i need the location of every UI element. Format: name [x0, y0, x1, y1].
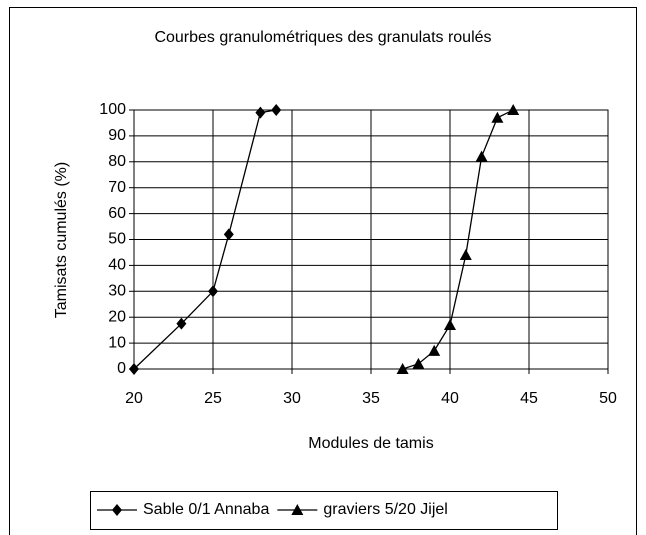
legend-marker: [112, 504, 122, 516]
y-tick-label: 90: [108, 127, 126, 144]
x-axis-label: Modules de tamis: [308, 435, 433, 452]
data-point: [271, 104, 282, 116]
x-tick-label: 20: [125, 390, 143, 407]
legend-label: Sable 0/1 Annaba: [143, 501, 269, 518]
y-tick-label: 10: [108, 334, 126, 351]
x-tick-label: 25: [204, 390, 222, 407]
series-line: [402, 109, 514, 370]
chart-title: Courbes granulométriques des granulats r…: [154, 29, 491, 46]
data-point: [475, 150, 488, 162]
data-point: [223, 228, 234, 241]
data-point: [459, 249, 472, 261]
legend-marker: [291, 504, 304, 515]
x-tick-label: 30: [283, 390, 301, 407]
data-point: [255, 106, 266, 119]
y-axis-label: Tamisats cumulés (%): [53, 162, 70, 318]
y-tick-label: 60: [108, 205, 126, 222]
y-tick-label: 70: [108, 179, 126, 196]
data-point: [444, 318, 456, 330]
data-point: [507, 104, 520, 115]
y-tick-label: 40: [108, 257, 126, 274]
data-point: [208, 285, 218, 298]
y-tick-label: 50: [108, 231, 126, 248]
x-tick-label: 40: [441, 390, 459, 407]
data-point: [176, 317, 187, 330]
data-point: [396, 363, 409, 374]
y-tick-label: 100: [99, 101, 126, 118]
legend-label: graviers 5/20 Jijel: [323, 501, 448, 518]
y-tick-label: 20: [108, 308, 126, 325]
x-tick-label: 35: [362, 390, 380, 407]
data-point: [491, 111, 504, 123]
legend-box: [90, 491, 558, 530]
data-point: [428, 344, 441, 356]
y-tick-label: 80: [108, 153, 126, 170]
data-point: [129, 363, 139, 375]
y-tick-label: 30: [108, 283, 126, 300]
data-point: [412, 357, 425, 369]
y-tick-label: 0: [117, 360, 126, 377]
x-tick-label: 45: [520, 390, 538, 407]
x-tick-label: 50: [599, 390, 617, 407]
